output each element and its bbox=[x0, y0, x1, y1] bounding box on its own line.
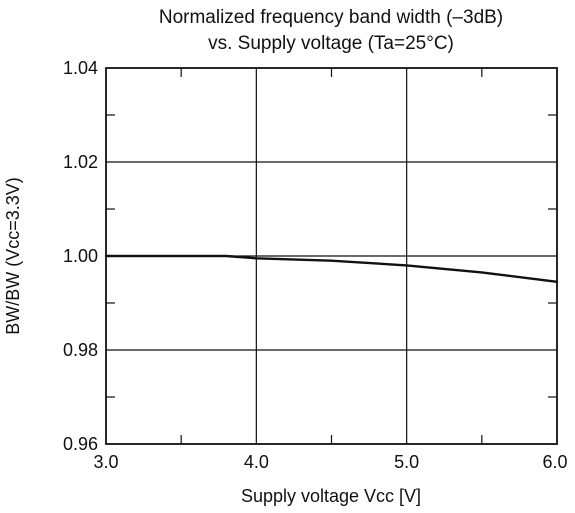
series-layer bbox=[104, 254, 559, 283]
chart-title: Normalized frequency band width (–3dB) v… bbox=[159, 7, 503, 54]
y-tick-label: 1.04 bbox=[63, 58, 98, 78]
x-axis-label: Supply voltage Vcc [V] bbox=[241, 486, 421, 506]
chart-title-line-2: vs. Supply voltage (Ta=25°C) bbox=[208, 33, 454, 54]
series-line bbox=[104, 254, 559, 283]
x-tick-labels: 3.0 4.0 5.0 6.0 bbox=[93, 452, 567, 472]
y-tick-label: 1.02 bbox=[63, 152, 98, 172]
y-tick-label: 0.98 bbox=[63, 340, 98, 360]
y-tick-labels: 0.96 0.98 1.00 1.02 1.04 bbox=[63, 58, 98, 454]
x-tick-label: 6.0 bbox=[542, 452, 567, 472]
minor-ticks bbox=[106, 68, 557, 444]
x-tick-label: 5.0 bbox=[394, 452, 419, 472]
y-tick-label: 0.96 bbox=[63, 434, 98, 454]
chart-title-line-1: Normalized frequency band width (–3dB) bbox=[159, 7, 503, 28]
x-tick-label: 4.0 bbox=[244, 452, 269, 472]
y-tick-label: 1.00 bbox=[63, 246, 98, 266]
x-tick-label: 3.0 bbox=[93, 452, 118, 472]
y-axis-label: BW/BW (Vcc=3.3V) bbox=[3, 177, 23, 335]
